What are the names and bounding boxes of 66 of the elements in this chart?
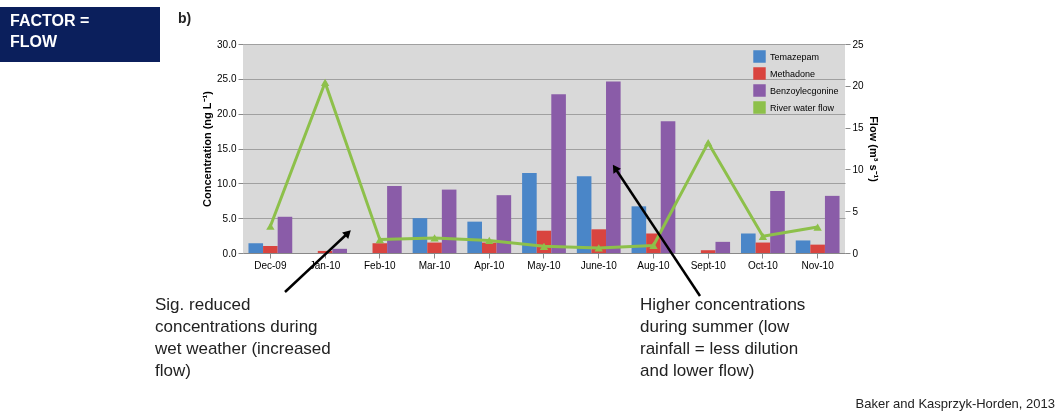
point [594, 244, 603, 252]
y-tick-label: 30.0 [217, 38, 237, 50]
legend-label: Methadone [770, 68, 816, 79]
bar [551, 94, 566, 253]
y2-tick-label: 20 [852, 80, 865, 92]
bar [332, 248, 347, 253]
bar [824, 195, 840, 253]
y-tick-label: 0.0 [222, 247, 237, 259]
x-tick-label: Apr-10 [474, 259, 505, 271]
x-tick-label: Oct-10 [747, 259, 779, 271]
bar [522, 172, 537, 253]
bar [576, 176, 592, 253]
y2-tick-label: 15 [852, 122, 865, 134]
legend-label: Temazepam [770, 51, 820, 62]
point [813, 223, 822, 231]
bar [795, 240, 811, 253]
bar [606, 81, 621, 253]
bar [770, 191, 785, 253]
text: Higher concentrations during summer (low rainfall = less dilution and lower flow) [640, 295, 806, 381]
y-tick-label: 15.0 [217, 143, 237, 154]
bar [810, 244, 825, 253]
bar [496, 195, 512, 253]
text: b) [178, 10, 192, 26]
x-tick-label: Dec-09 [254, 259, 287, 271]
bar [481, 242, 497, 253]
y2-tick-label: 10 [852, 163, 865, 175]
legend-label: River water flow [770, 102, 835, 113]
x-tick-label: Feb-10 [363, 259, 397, 271]
point [430, 234, 439, 242]
bar [248, 243, 264, 253]
y-tick-label: 25.0 [217, 73, 237, 85]
y2-tick-label: 0 [852, 247, 859, 259]
point [375, 236, 384, 244]
bar [263, 246, 278, 253]
bar [427, 242, 442, 253]
x-tick-label: Nov-10 [801, 259, 835, 271]
bar [715, 241, 731, 253]
x-tick-label: Mar-10 [418, 259, 451, 271]
y-axis-title: Concentration (ng L⁻¹) [201, 90, 214, 207]
x-tick-label: June-10 [580, 259, 618, 271]
y-tick-label: 10.0 [217, 177, 237, 189]
text: FACTOR = FLOW [10, 12, 90, 50]
bar [755, 242, 771, 253]
point [320, 78, 330, 87]
x-tick-label: Sept-10 [690, 259, 727, 271]
y2-axis-title: Flow (m³ s⁻¹) [867, 116, 880, 183]
point [758, 232, 768, 240]
point [485, 236, 494, 245]
y2-tick-label: 5 [852, 205, 859, 217]
y-tick-label: 5.0 [222, 212, 237, 224]
bar [741, 233, 756, 253]
bar [277, 216, 293, 253]
bar [387, 186, 402, 253]
point [266, 222, 275, 230]
text: Sig. reduced concentrations during wet weather (increased flow) [154, 295, 331, 381]
point [704, 139, 713, 147]
bar [467, 221, 482, 253]
y-tick-label: 20.0 [217, 108, 237, 120]
bar [372, 243, 388, 253]
bar [700, 250, 716, 253]
bar [441, 189, 457, 253]
x-tick-label: May-10 [527, 259, 562, 271]
legend-label: Benzoylecgonine [770, 85, 839, 96]
text: Baker and Kasprzyk-Horden, 2013 [855, 396, 1055, 411]
x-tick-label: Aug-10 [637, 259, 671, 271]
y2-tick-label: 25 [852, 38, 865, 50]
